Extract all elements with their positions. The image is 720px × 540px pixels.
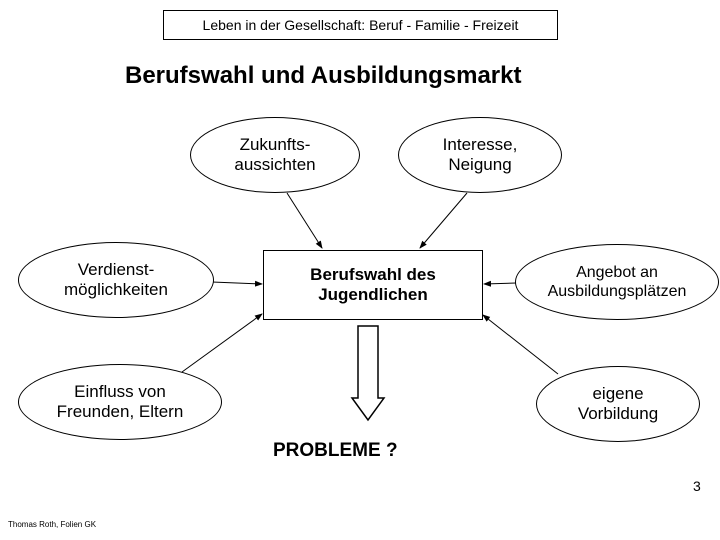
node-verdienst: Verdienst-möglichkeiten — [18, 242, 214, 318]
node-vorbildung: eigeneVorbildung — [536, 366, 700, 442]
node-zukunft-label: Zukunfts-aussichten — [234, 135, 315, 176]
node-interesse-label: Interesse,Neigung — [443, 135, 518, 176]
problems-label: PROBLEME ? — [273, 440, 398, 462]
node-angebot: Angebot anAusbildungsplätzen — [515, 244, 719, 320]
node-einfluss-label: Einfluss vonFreunden, Eltern — [57, 382, 184, 423]
center-box: Berufswahl desJugendlichen — [263, 250, 483, 320]
page-title: Berufswahl und Ausbildungsmarkt — [125, 62, 521, 90]
center-box-label: Berufswahl desJugendlichen — [310, 265, 436, 305]
header-box: Leben in der Gesellschaft: Beruf - Famil… — [163, 10, 558, 40]
node-vorbildung-label: eigeneVorbildung — [578, 384, 658, 425]
header-text: Leben in der Gesellschaft: Beruf - Famil… — [203, 17, 519, 33]
page-number: 3 — [693, 478, 701, 494]
node-interesse: Interesse,Neigung — [398, 117, 562, 193]
node-verdienst-label: Verdienst-möglichkeiten — [64, 260, 168, 301]
node-angebot-label: Angebot anAusbildungsplätzen — [548, 263, 687, 301]
node-einfluss: Einfluss vonFreunden, Eltern — [18, 364, 222, 440]
footer-credit: Thomas Roth, Folien GK — [8, 520, 96, 529]
node-zukunft: Zukunfts-aussichten — [190, 117, 360, 193]
